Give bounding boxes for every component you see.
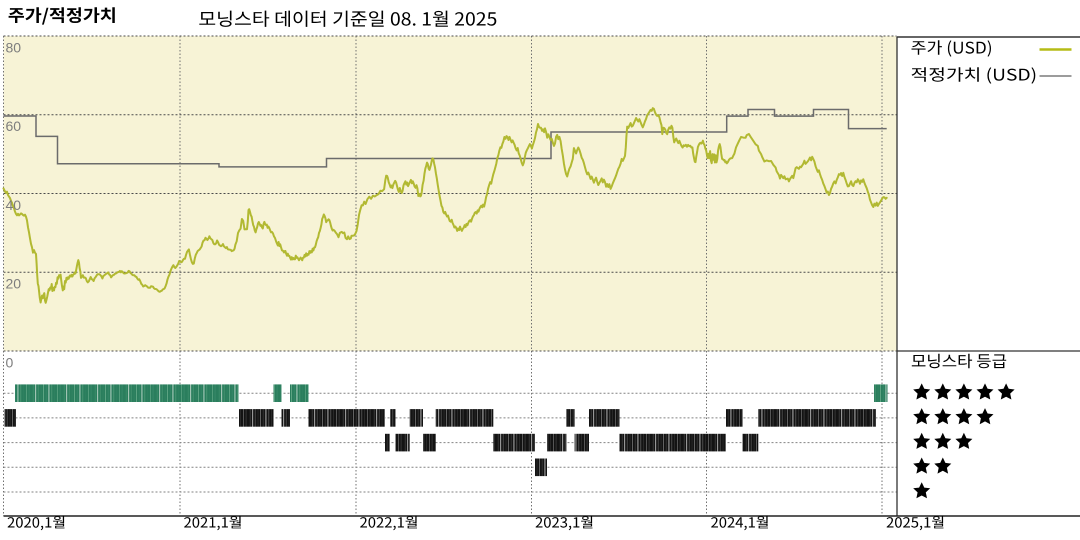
svg-text:80: 80 bbox=[6, 39, 22, 55]
svg-text:60: 60 bbox=[6, 118, 22, 134]
svg-text:20: 20 bbox=[6, 276, 22, 292]
svg-text:0: 0 bbox=[6, 354, 14, 370]
svg-text:40: 40 bbox=[6, 197, 22, 213]
